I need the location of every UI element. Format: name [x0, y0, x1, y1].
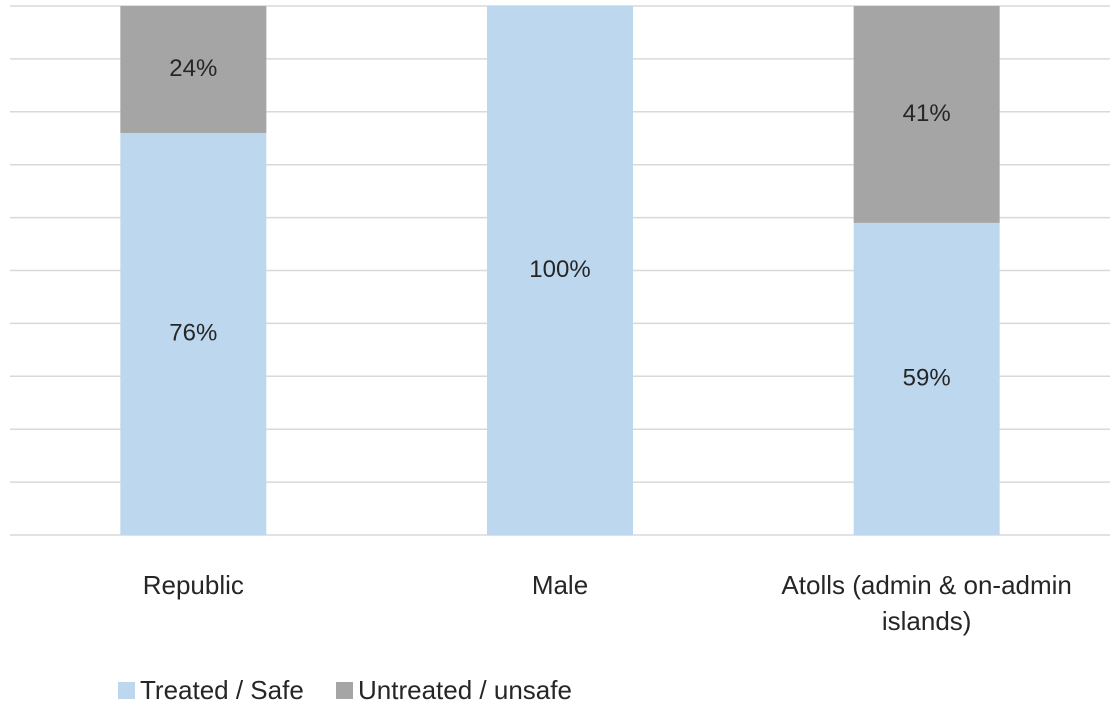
legend-label: Treated / Safe [140, 675, 304, 705]
value-label: 24% [169, 55, 217, 82]
value-label: 100% [529, 256, 590, 283]
value-label: 41% [903, 100, 951, 127]
bar-segment [487, 6, 633, 535]
bar-segment [853, 222, 1000, 535]
value-label: 59% [903, 364, 951, 391]
value-label: 76% [169, 319, 217, 346]
legend-swatch [118, 682, 135, 699]
legend-label: Untreated / unsafe [358, 675, 572, 705]
x-tick-label: Republic [142, 570, 244, 600]
legend-swatch [336, 682, 353, 699]
bar-segment [853, 6, 1000, 223]
x-tick-label: Male [531, 570, 589, 600]
x-tick-label: Atolls (admin & on-admin islands) [781, 570, 1072, 636]
bar-segment [120, 132, 267, 535]
bar-segment [120, 6, 267, 133]
